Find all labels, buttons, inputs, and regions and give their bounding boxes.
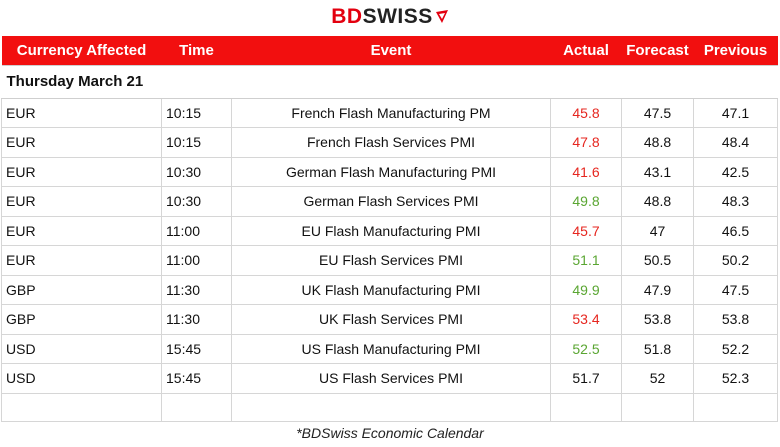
empty-cell — [1, 392, 162, 422]
event-cell: French Flash Services PMI — [231, 127, 551, 158]
table-row: EUR 11:00 EU Flash Manufacturing PMI 45.7 47… — [1, 215, 778, 246]
actual-cell: 41.6 — [550, 156, 622, 187]
event-cell: German Flash Manufacturing PMI — [231, 156, 551, 187]
table-row: GBP 11:30 UK Flash Services PMI 53.4 53.8 53.… — [1, 304, 778, 335]
time-cell: 11:00 — [161, 245, 232, 276]
currency-cell: EUR — [1, 127, 162, 158]
previous-cell: 42.5 — [693, 156, 778, 187]
header-actual: Actual — [563, 41, 609, 59]
forecast-cell: 48.8 — [621, 186, 694, 217]
logo-arrow-icon — [435, 10, 448, 23]
table-row: EUR 10:30 German Flash Services PMI 49.8 48.… — [1, 186, 778, 217]
table-row: EUR 10:15 French Flash Manufacturing PM 45.… — [1, 97, 778, 128]
currency-cell: USD — [1, 363, 162, 394]
previous-cell: 50.2 — [693, 245, 778, 276]
actual-cell: 49.9 — [550, 274, 622, 305]
table-row: EUR 10:30 German Flash Manufacturing PMI 41… — [1, 156, 778, 187]
time-cell: 11:30 — [161, 274, 232, 305]
event-cell: French Flash Manufacturing PM — [231, 97, 551, 128]
event-cell: German Flash Services PMI — [231, 186, 551, 217]
forecast-cell: 43.1 — [621, 156, 694, 187]
previous-cell: 52.2 — [693, 333, 778, 364]
logo-bd-part: BD — [331, 5, 363, 28]
currency-cell: EUR — [1, 215, 162, 246]
header-event: Event — [370, 41, 412, 59]
forecast-cell: 51.8 — [621, 333, 694, 364]
time-cell: 10:30 — [161, 186, 232, 217]
actual-cell: 49.8 — [550, 186, 622, 217]
time-cell: 10:15 — [161, 127, 232, 158]
previous-cell: 47.1 — [693, 97, 778, 128]
actual-cell: 51.7 — [550, 363, 622, 394]
event-cell: US Flash Services PMI — [231, 363, 551, 394]
previous-cell: 46.5 — [693, 215, 778, 246]
time-cell: 11:00 — [161, 215, 232, 246]
currency-cell: EUR — [1, 186, 162, 217]
currency-cell: EUR — [1, 156, 162, 187]
actual-cell: 45.7 — [550, 215, 622, 246]
empty-cell — [621, 392, 694, 422]
header-currency: Currency Affected — [16, 41, 147, 59]
actual-cell: 51.1 — [550, 245, 622, 276]
event-cell: EU Flash Services PMI — [231, 245, 551, 276]
forecast-cell: 53.8 — [621, 304, 694, 335]
day-row: Thursday March 21 — [1, 64, 778, 99]
currency-cell: EUR — [1, 245, 162, 276]
currency-cell: GBP — [1, 304, 162, 335]
actual-cell: 45.8 — [550, 97, 622, 128]
table-row: GBP 11:30 UK Flash Manufacturing PMI 49.9 47… — [1, 274, 778, 305]
empty-row — [1, 392, 778, 422]
logo-text: BDSWISS — [331, 5, 433, 29]
forecast-cell: 47 — [621, 215, 694, 246]
currency-cell: USD — [1, 333, 162, 364]
event-cell: US Flash Manufacturing PMI — [231, 333, 551, 364]
previous-cell: 47.5 — [693, 274, 778, 305]
time-cell: 15:45 — [161, 333, 232, 364]
forecast-cell: 47.5 — [621, 97, 694, 128]
previous-cell: 53.8 — [693, 304, 778, 335]
previous-cell: 48.4 — [693, 127, 778, 158]
time-cell: 10:15 — [161, 97, 232, 128]
forecast-cell: 50.5 — [621, 245, 694, 276]
logo-swiss-part: SWISS — [362, 5, 433, 28]
header-time: Time — [179, 41, 214, 59]
currency-cell: EUR — [1, 97, 162, 128]
actual-cell: 53.4 — [550, 304, 622, 335]
actual-cell: 52.5 — [550, 333, 622, 364]
forecast-cell: 47.9 — [621, 274, 694, 305]
time-cell: 15:45 — [161, 363, 232, 394]
header-forecast: Forecast — [626, 41, 689, 59]
table-row: EUR 10:15 French Flash Services PMI 47.8 48.… — [1, 127, 778, 158]
forecast-cell: 48.8 — [621, 127, 694, 158]
actual-cell: 47.8 — [550, 127, 622, 158]
event-cell: UK Flash Services PMI — [231, 304, 551, 335]
currency-cell: GBP — [1, 274, 162, 305]
forecast-cell: 52 — [621, 363, 694, 394]
empty-cell — [693, 392, 778, 422]
economic-calendar-table: Currency Affected Time Event Actual Fore… — [1, 36, 778, 422]
previous-cell: 52.3 — [693, 363, 778, 394]
header-previous: Previous — [703, 41, 768, 59]
brand-logo: BDSWISS — [0, 5, 780, 29]
previous-cell: 48.3 — [693, 186, 778, 217]
time-cell: 10:30 — [161, 156, 232, 187]
empty-cell — [161, 392, 232, 422]
caption: *BDSwiss Economic Calendar — [296, 425, 484, 441]
empty-cell — [550, 392, 622, 422]
event-cell: UK Flash Manufacturing PMI — [231, 274, 551, 305]
event-cell: EU Flash Manufacturing PMI — [231, 215, 551, 246]
table-row: USD 15:45 US Flash Services PMI 51.7 52 52.3 — [1, 363, 778, 394]
time-cell: 11:30 — [161, 304, 232, 335]
table-row: EUR 11:00 EU Flash Services PMI 51.1 50.5 50.… — [1, 245, 778, 276]
table-header-row: Currency Affected Time Event Actual Fore… — [1, 36, 778, 65]
day-label: Thursday March 21 — [1, 64, 778, 99]
table-row: USD 15:45 US Flash Manufacturing PMI 52.5 51… — [1, 333, 778, 364]
empty-cell — [231, 392, 551, 422]
